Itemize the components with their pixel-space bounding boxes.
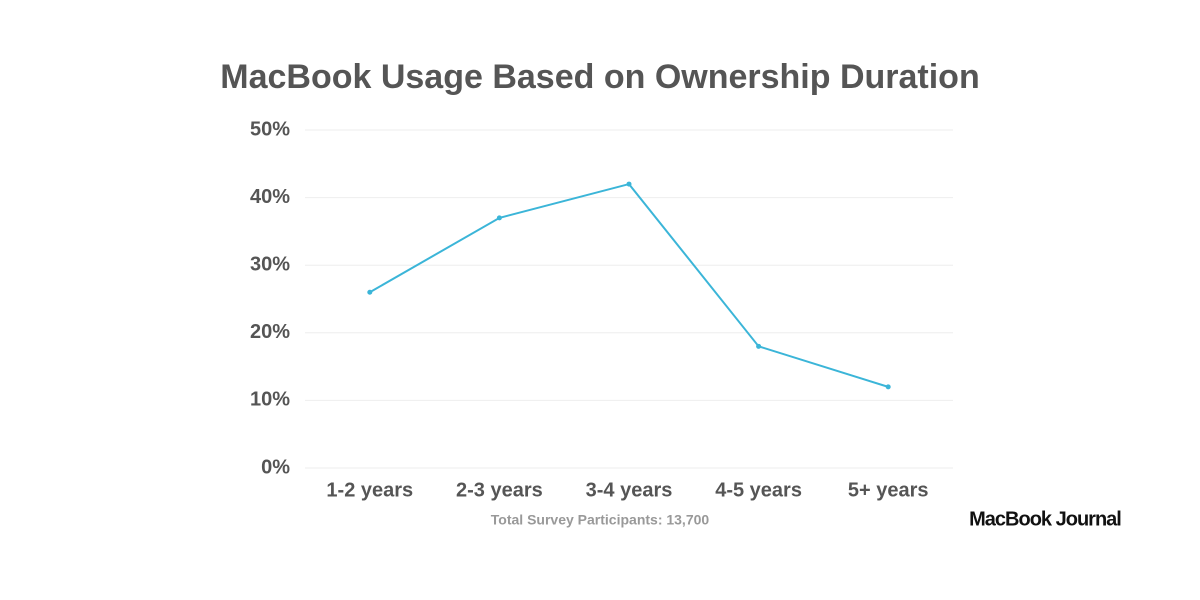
line	[369, 182, 889, 388]
x-tick-label: 1-2 years	[326, 479, 413, 501]
caption: Total Survey Participants: 13,700	[491, 512, 710, 528]
point	[626, 181, 632, 187]
y-tick-label: 30%	[250, 253, 290, 275]
x-tick-label: 3-4 years	[586, 479, 673, 501]
point	[885, 384, 891, 390]
y-tick-label: 40%	[250, 186, 290, 208]
x-tick-label: 5+ years	[848, 479, 929, 501]
chart-title: MacBook Usage Based on Ownership Duratio…	[220, 58, 979, 96]
y-tick-label: 20%	[250, 321, 290, 343]
y-tick-label: 0%	[261, 456, 290, 478]
point	[756, 343, 762, 349]
y-tick-label: 50%	[250, 118, 290, 140]
point	[367, 289, 373, 295]
x-tick-label: 4-5 years	[715, 479, 802, 501]
point	[496, 215, 502, 221]
x-tick-label: 2-3 years	[456, 479, 543, 501]
y-tick-label: 10%	[250, 389, 290, 411]
logo: MacBook Journal	[969, 508, 1121, 530]
